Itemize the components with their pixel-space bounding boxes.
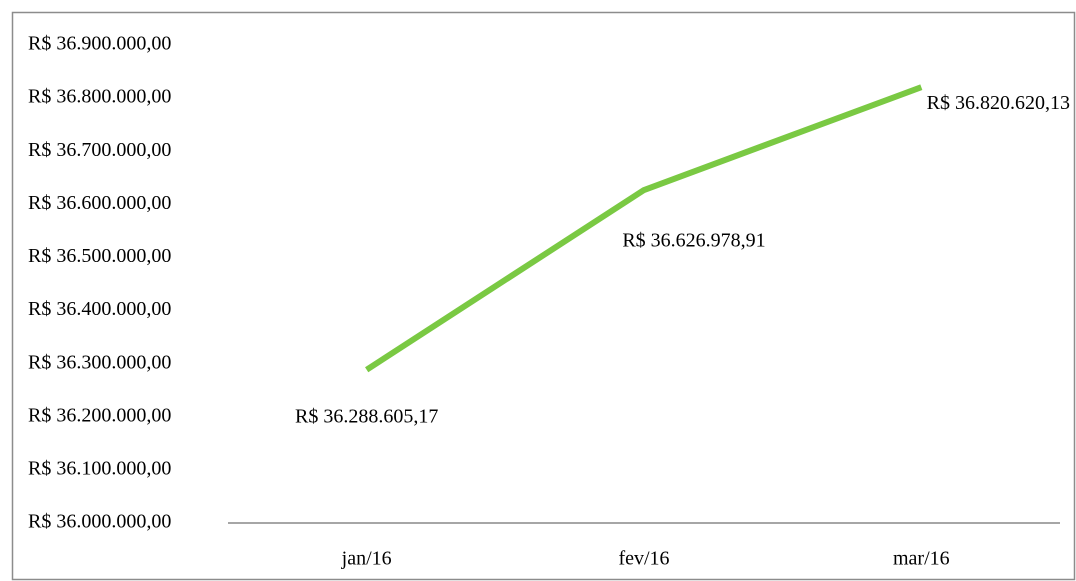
y-tick-label: R$ 36.100.000,00 [28, 457, 171, 479]
data-label: R$ 36.626.978,91 [622, 230, 765, 252]
y-tick-label: R$ 36.800.000,00 [28, 86, 171, 108]
chart-border [11, 11, 1076, 581]
data-label: R$ 36.288.605,17 [295, 405, 438, 427]
y-tick-label: R$ 36.000.000,00 [28, 511, 171, 533]
series-line [365, 84, 923, 373]
y-tick-label: R$ 36.900.000,00 [28, 33, 171, 55]
y-tick-label: R$ 36.400.000,00 [28, 298, 171, 320]
x-tick-label: jan/16 [341, 548, 392, 570]
y-tick-label: R$ 36.300.000,00 [28, 351, 171, 373]
data-label: R$ 36.820.620,13 [927, 92, 1070, 114]
y-tick-label: R$ 36.700.000,00 [28, 139, 171, 161]
x-tick-label: fev/16 [618, 548, 669, 570]
y-tick-label: R$ 36.200.000,00 [28, 404, 171, 426]
y-tick-label: R$ 36.600.000,00 [28, 192, 171, 214]
y-tick-label: R$ 36.500.000,00 [28, 245, 171, 267]
x-tick-label: mar/16 [893, 548, 950, 570]
